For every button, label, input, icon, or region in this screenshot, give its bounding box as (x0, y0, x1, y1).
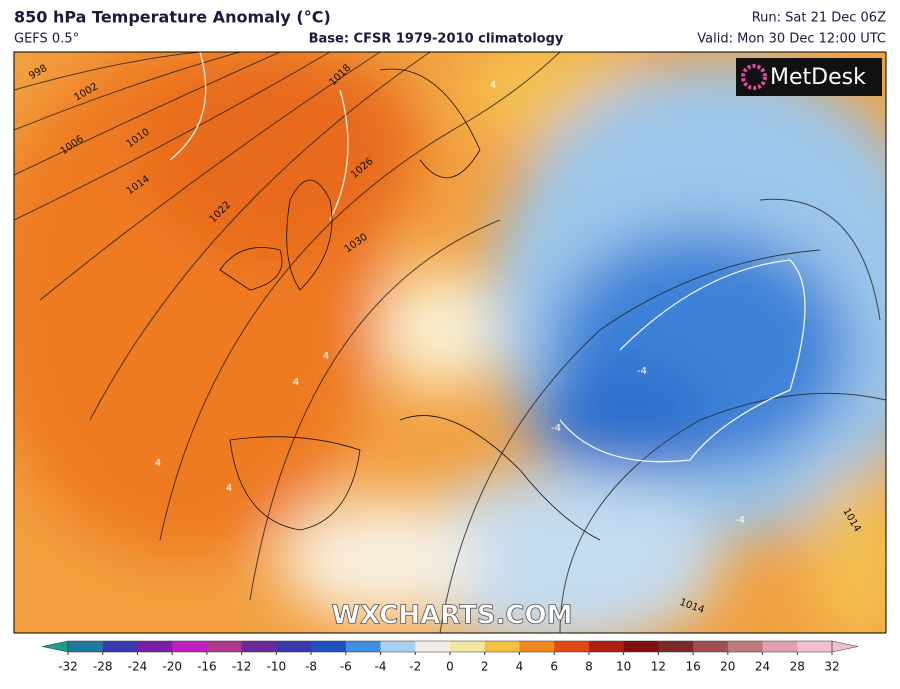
colorbar-segment (797, 641, 833, 652)
colorbar-segment (311, 641, 347, 652)
colorbar-tick-label: 24 (755, 660, 770, 674)
colorbar-segment (762, 641, 798, 652)
colorbar-tick-label: 10 (616, 660, 631, 674)
colorbar-tick-label: 20 (720, 660, 735, 674)
title: 850 hPa Temperature Anomaly (°C) (14, 8, 331, 27)
colorbar-tick-label: 32 (824, 660, 839, 674)
colorbar-tick-label: 28 (790, 660, 805, 674)
colorbar-tick-label: -10 (267, 660, 287, 674)
colorbar-segment (102, 641, 138, 652)
colorbar-tick-label: 2 (481, 660, 489, 674)
colorbar-tick-label: -24 (128, 660, 148, 674)
colorbar-segment (519, 641, 555, 652)
colorbar-segment (345, 641, 382, 652)
colorbar-tick-label: 16 (685, 660, 700, 674)
model: GEFS 0.5° (14, 32, 79, 47)
colorbar-segment (276, 641, 312, 652)
colorbar-segment (554, 641, 590, 652)
colorbar-segment (484, 641, 520, 652)
colorbar-tick-label: -8 (305, 660, 317, 674)
anomaly-label: 4 (323, 351, 329, 362)
logo-box (736, 58, 882, 96)
colorbar-segment (206, 641, 243, 652)
colorbar-segment (450, 641, 486, 652)
run: Run: Sat 21 Dec 06Z (752, 11, 886, 26)
colorbar-segment (623, 641, 659, 652)
colorbar-segment (658, 641, 694, 652)
colorbar-tick-label: -2 (409, 660, 421, 674)
colorbar-segment (727, 641, 764, 652)
colorbar-segment (693, 641, 729, 652)
colorbar-tick-label: 0 (446, 660, 454, 674)
anomaly-label: 4 (293, 377, 299, 388)
colorbar-tick-label: -16 (197, 660, 217, 674)
colorbar-tick-label: 4 (516, 660, 524, 674)
colorbar-segment (415, 641, 451, 652)
logo: MetDesk (770, 65, 866, 90)
colorbar-tick-label: -32 (58, 660, 78, 674)
anomaly-label: 4 (155, 458, 161, 469)
colorbar-tick-label: -28 (93, 660, 113, 674)
colorbar-segment (137, 641, 173, 652)
colorbar-tick-label: 6 (550, 660, 558, 674)
colorbar-tick-label: -4 (375, 660, 387, 674)
colorbar-tick-label: 12 (651, 660, 666, 674)
anomaly-label: -4 (551, 423, 561, 434)
anomaly-label: -4 (735, 515, 745, 526)
colorbar-segment (68, 641, 104, 652)
map-frame (13, 51, 887, 634)
anomaly-label: 4 (226, 483, 232, 494)
colorbar-segment (588, 641, 625, 652)
colorbar-tick-label: 8 (585, 660, 593, 674)
map-field (14, 52, 886, 633)
colorbar-tick-label: -6 (340, 660, 352, 674)
watermark: WXCHARTS.COM (331, 601, 572, 631)
colorbar-end (831, 640, 859, 653)
colorbar-segment (241, 641, 277, 652)
valid: Valid: Mon 30 Dec 12:00 UTC (697, 32, 886, 47)
anomaly-label: -4 (637, 366, 647, 377)
anomaly-label: 4 (490, 80, 496, 91)
colorbar-segment (172, 641, 208, 652)
logo-icon (741, 64, 767, 90)
colorbar-end (41, 640, 69, 653)
colorbar-segment (380, 641, 416, 652)
colorbar-tick-label: -12 (232, 660, 252, 674)
colorbar-tick-label: -20 (162, 660, 182, 674)
base: Base: CFSR 1979-2010 climatology (309, 32, 564, 47)
